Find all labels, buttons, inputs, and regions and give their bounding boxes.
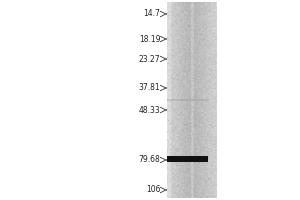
- Bar: [167, 156, 208, 162]
- Text: 106: 106: [146, 186, 160, 194]
- Text: 37.81: 37.81: [139, 83, 160, 92]
- Bar: [167, 99, 208, 101]
- Text: 14.7: 14.7: [144, 9, 160, 19]
- Text: 79.68: 79.68: [139, 156, 160, 164]
- Text: 48.33: 48.33: [139, 106, 160, 114]
- Text: 23.27: 23.27: [139, 54, 160, 64]
- Text: 18.19: 18.19: [139, 34, 160, 44]
